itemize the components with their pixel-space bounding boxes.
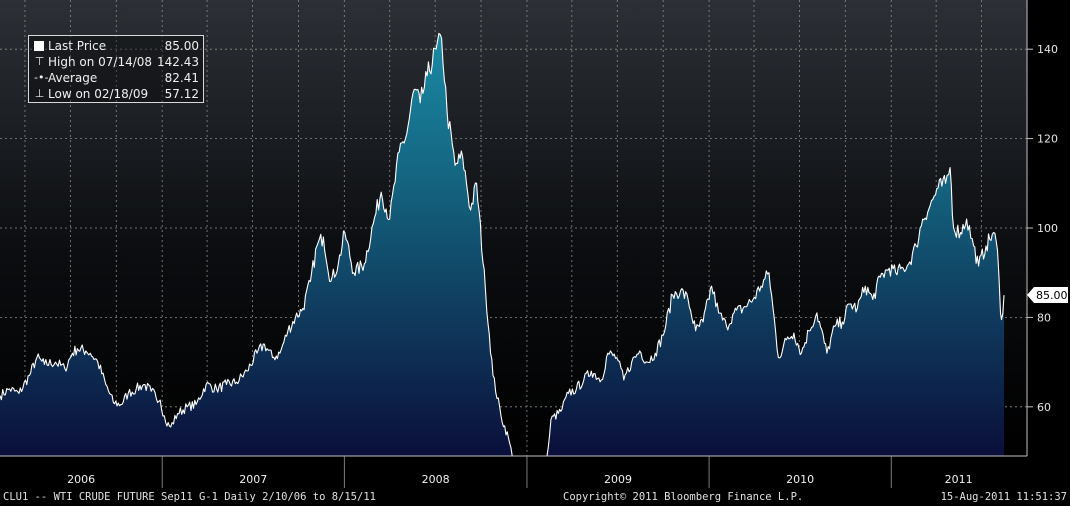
- legend-row-average: -•- Average 82.41: [34, 70, 199, 86]
- x-axis-band: [0, 456, 1070, 488]
- y-tick-label: 80: [1037, 311, 1051, 324]
- footer-ticker-info: CLU1 -- WTI CRUDE FUTURE Sep11 G-1 Daily…: [3, 491, 376, 503]
- y-tick-label: 100: [1037, 222, 1058, 235]
- y-tick-label: 120: [1037, 133, 1058, 146]
- low-marker-icon: ⊥: [34, 87, 45, 100]
- legend-high-label: High on 07/14/08: [48, 55, 153, 69]
- price-area: [0, 33, 1004, 457]
- y-axis: 60 80 100 120 140: [1027, 43, 1058, 414]
- legend-low-label: Low on 02/18/09: [48, 87, 149, 101]
- x-tick-label: 2008: [422, 473, 450, 486]
- legend-high-value: 142.43: [157, 55, 199, 69]
- price-chart: 60 80 100 120 140 2006 2007 2008 2009 2010 2011 8…: [0, 0, 1070, 488]
- legend-row-last: Last Price 85.00: [34, 38, 199, 54]
- last-price-tag-shape: [1027, 287, 1068, 304]
- high-marker-icon: ⊤: [34, 55, 45, 68]
- legend-box: Last Price 85.00 ⊤ High on 07/14/08 142.4…: [28, 35, 204, 103]
- legend-row-high: ⊤ High on 07/14/08 142.43: [34, 54, 199, 70]
- price-line: [0, 32, 1005, 457]
- legend-row-low: ⊥ Low on 02/18/09 57.12: [34, 86, 199, 102]
- y-tick-label: 60: [1037, 401, 1051, 414]
- x-axis: 2006 2007 2008 2009 2010 2011: [67, 456, 973, 488]
- x-tick-label: 2009: [604, 473, 632, 486]
- x-tick-label: 2011: [945, 473, 973, 486]
- average-marker-icon: -•-: [34, 71, 49, 84]
- x-tick-label: 2006: [67, 473, 95, 486]
- legend-last-value: 85.00: [164, 39, 199, 53]
- legend-average-value: 82.41: [164, 71, 199, 85]
- y-tick-label: 140: [1037, 43, 1058, 56]
- legend-average-label: Average: [48, 71, 98, 85]
- x-tick-label: 2007: [239, 473, 267, 486]
- last-price-tag: 85.00: [1027, 287, 1068, 304]
- footer-timestamp: 15-Aug-2011 11:51:37: [940, 491, 1067, 503]
- footer-copyright: Copyright© 2011 Bloomberg Finance L.P.: [563, 491, 804, 503]
- legend-low-value: 57.12: [164, 87, 199, 101]
- legend-last-label: Last Price: [48, 39, 107, 53]
- last-price-tag-label: 85.00: [1036, 289, 1068, 302]
- last-price-square-icon: [34, 41, 44, 51]
- footer-bar: CLU1 -- WTI CRUDE FUTURE Sep11 G-1 Daily…: [0, 488, 1070, 506]
- x-tick-label: 2010: [786, 473, 814, 486]
